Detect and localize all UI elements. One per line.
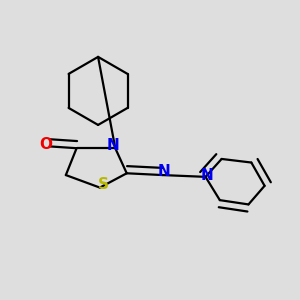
Text: N: N: [158, 164, 171, 179]
Text: O: O: [39, 137, 52, 152]
Text: N: N: [107, 138, 120, 153]
Text: N: N: [201, 168, 214, 183]
Text: S: S: [98, 176, 109, 191]
